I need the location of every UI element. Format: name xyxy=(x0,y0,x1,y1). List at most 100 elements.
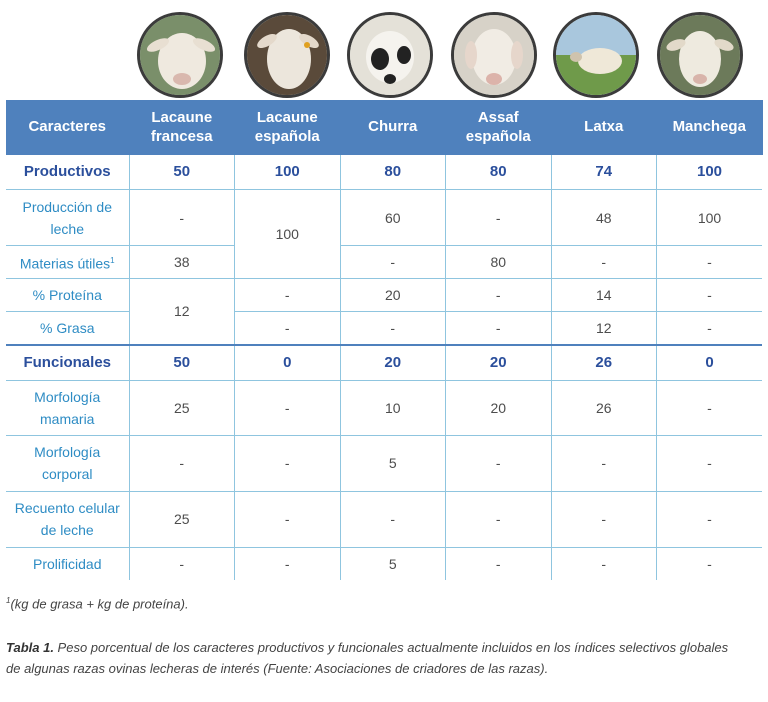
header-manchega: Manchega xyxy=(656,100,763,154)
cell: 80 xyxy=(340,154,446,190)
cell: - xyxy=(234,547,341,580)
cell: 48 xyxy=(551,189,657,246)
churra-sheep-photo xyxy=(347,12,433,98)
cell: - xyxy=(445,189,552,246)
header-lacaune-francesa: Lacaune francesa xyxy=(129,100,235,154)
footnote-marker: 1 xyxy=(110,255,115,265)
cell: - xyxy=(234,491,341,548)
cell: 14 xyxy=(551,278,657,312)
row-label: Recuento celular de leche xyxy=(6,491,130,548)
table-caption: Tabla 1. Peso porcentual de los caracter… xyxy=(6,637,746,679)
breed-weights-table: Caracteres Lacaune francesa Lacaune espa… xyxy=(6,100,763,580)
cell: 20 xyxy=(340,344,446,381)
cell: 100 xyxy=(656,189,762,246)
cell: - xyxy=(340,311,446,345)
header-assaf-espanola: Assaf española xyxy=(445,100,552,154)
header-churra: Churra xyxy=(340,100,446,154)
cell: - xyxy=(445,547,552,580)
cell: - xyxy=(340,491,446,548)
cell: - xyxy=(445,278,552,312)
cell: - xyxy=(656,245,762,279)
cell: 100 xyxy=(234,189,341,279)
row-label: Materias útiles1 xyxy=(6,245,130,279)
cell: - xyxy=(234,311,341,345)
cell: 25 xyxy=(129,380,235,436)
cell: 60 xyxy=(340,189,446,246)
cell: 38 xyxy=(129,245,235,279)
cell: - xyxy=(656,311,762,345)
footnote-marker: 1 xyxy=(6,596,11,605)
cell: 74 xyxy=(551,154,657,190)
cell: 100 xyxy=(234,154,341,190)
cell: - xyxy=(445,435,552,492)
cell: 5 xyxy=(340,547,446,580)
footnote: 1(kg de grasa + kg de proteína). xyxy=(6,596,189,612)
row-label: % Proteína xyxy=(6,278,130,312)
cell: - xyxy=(234,380,341,436)
cell: - xyxy=(551,491,657,548)
row-label: Morfología corporal xyxy=(6,435,130,492)
cell: - xyxy=(129,547,235,580)
caption-label: Tabla 1. xyxy=(6,640,54,655)
row-label: Productivos xyxy=(6,154,130,190)
cell: - xyxy=(445,491,552,548)
cell: - xyxy=(234,278,341,312)
cell: 25 xyxy=(129,491,235,548)
cell: - xyxy=(340,245,446,279)
row-materias-utiles: Materias útiles1 38 - 80 - - xyxy=(6,245,762,279)
cell: 26 xyxy=(551,380,657,436)
breed-photos xyxy=(0,12,768,104)
cell: - xyxy=(656,491,762,548)
cell: 10 xyxy=(340,380,446,436)
cell: 20 xyxy=(445,344,552,381)
cell: 80 xyxy=(445,154,552,190)
row-produccion-leche: Producción de leche - 100 60 - 48 100 xyxy=(6,189,762,279)
cell: 20 xyxy=(445,380,552,436)
header-caracteres: Caracteres xyxy=(6,100,130,154)
cell: 12 xyxy=(551,311,657,345)
cell: 80 xyxy=(445,245,552,279)
lacaune-espanola-sheep-photo xyxy=(244,12,330,98)
cell: - xyxy=(445,311,552,345)
row-prolificidad: Prolificidad - - 5 - - - xyxy=(6,547,762,580)
cell: 50 xyxy=(129,344,235,381)
row-morfologia-corporal: Morfología corporal - - 5 - - - xyxy=(6,435,762,492)
cell: - xyxy=(129,189,235,246)
row-label: Producción de leche xyxy=(6,189,130,246)
cell: - xyxy=(707,555,712,572)
cell: - xyxy=(656,278,762,312)
row-grasa: % Grasa - - - 12 - xyxy=(6,311,762,345)
cell: - xyxy=(656,380,762,436)
cell: - xyxy=(234,435,341,492)
manchega-sheep-photo xyxy=(657,12,743,98)
cell: 12 xyxy=(129,278,235,345)
cell: 50 xyxy=(129,154,235,190)
row-funcionales: Funcionales 50 0 20 20 26 0 xyxy=(6,344,762,381)
row-morfologia-mamaria: Morfología mamaria 25 - 10 20 26 - xyxy=(6,380,762,436)
caption-text: Peso porcentual de los caracteres produc… xyxy=(6,640,729,676)
row-label: Funcionales xyxy=(6,344,130,381)
latxa-sheep-photo xyxy=(553,12,639,98)
assaf-sheep-photo xyxy=(451,12,537,98)
row-label: % Grasa xyxy=(6,311,130,345)
cell: 20 xyxy=(340,278,446,312)
row-proteina: % Proteína 12 - 20 - 14 - xyxy=(6,278,762,345)
cell: 26 xyxy=(551,344,657,381)
header-row: Caracteres Lacaune francesa Lacaune espa… xyxy=(6,100,763,154)
header-latxa: Latxa xyxy=(551,100,657,154)
cell: - xyxy=(129,435,235,492)
header-lacaune-espanola: Lacaune española xyxy=(234,100,341,154)
cell: 100 xyxy=(656,154,762,190)
cell: - xyxy=(551,435,657,492)
row-recuento-celular: Recuento celular de leche 25 - - - - - xyxy=(6,491,762,548)
cell: - xyxy=(551,245,657,279)
row-productivos: Productivos 50 100 80 80 74 100 xyxy=(6,154,762,190)
cell: 0 xyxy=(656,344,762,381)
cell: - xyxy=(551,547,657,580)
cell: 0 xyxy=(234,344,341,381)
row-label: Morfología mamaria xyxy=(6,380,130,436)
cell: - xyxy=(656,435,762,492)
row-label: Prolificidad xyxy=(6,547,130,580)
lacaune-francesa-sheep-photo xyxy=(137,12,223,98)
cell: 5 xyxy=(340,435,446,492)
